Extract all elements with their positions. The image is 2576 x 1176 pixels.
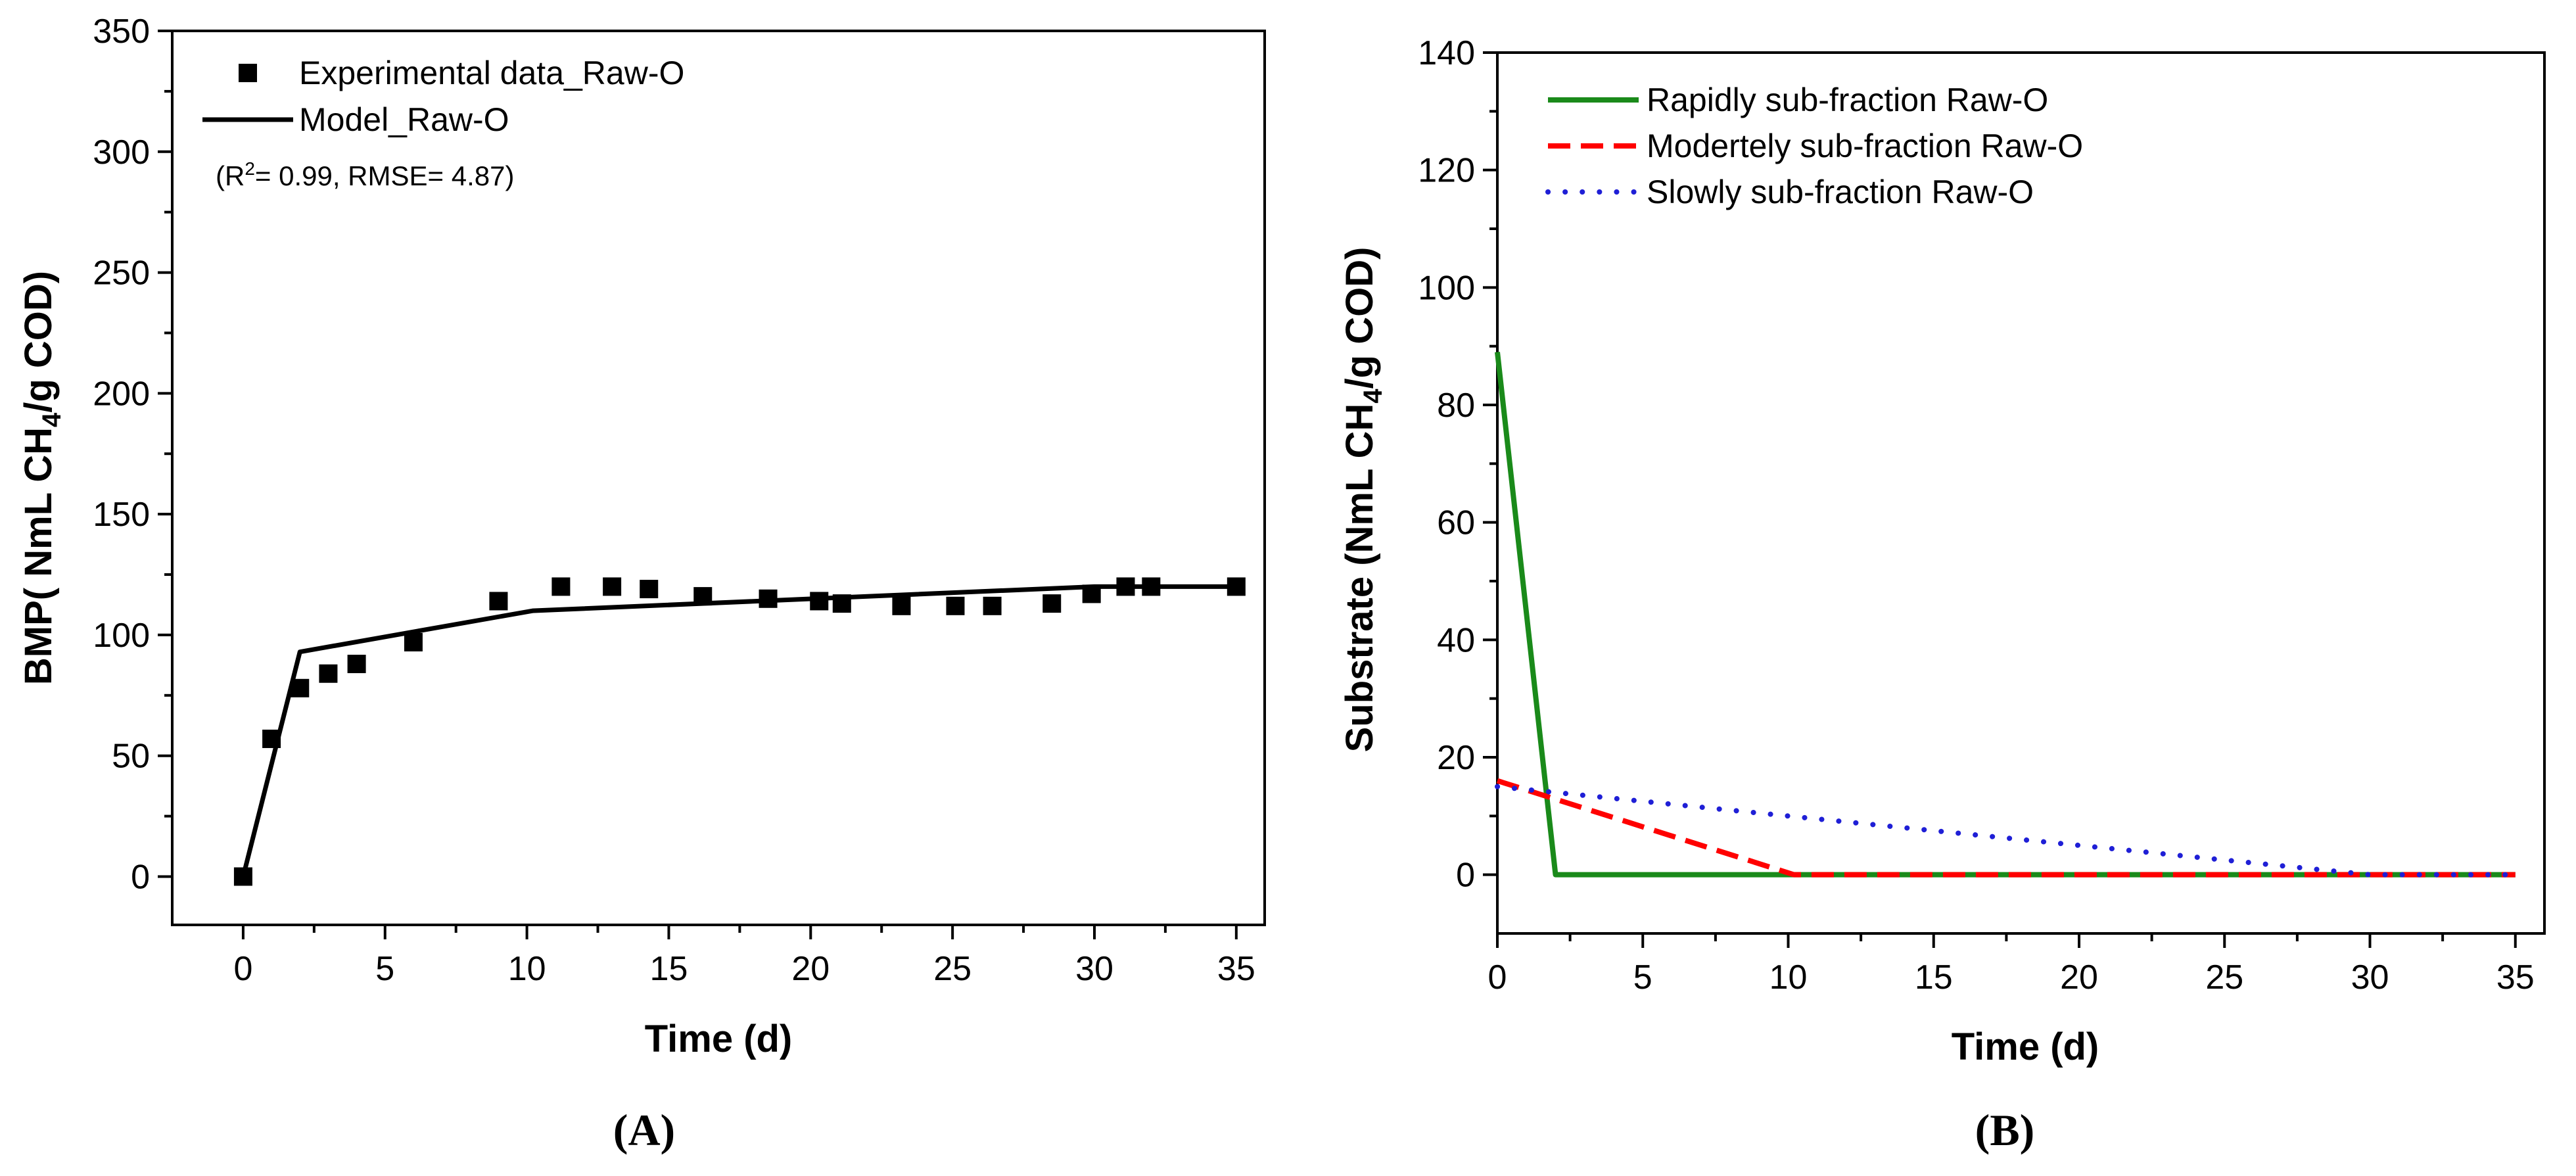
legend-a-marker-experimental [239, 64, 257, 82]
y-tick-label: 100 [1418, 269, 1475, 307]
legend-b-label-slowly: Slowly sub-fraction Raw-O [1647, 174, 2034, 210]
data-point-experimental [810, 592, 829, 611]
y-tick-label: 40 [1437, 621, 1475, 659]
data-point-experimental [404, 632, 423, 651]
x-tick-label: 10 [508, 950, 546, 988]
x-tick-label: 30 [1075, 950, 1113, 988]
data-point-experimental [640, 580, 659, 599]
chart-a-y-axis-label: BMP( NmL CH4/g COD) [17, 271, 66, 685]
data-point-experimental [603, 577, 622, 596]
data-point-experimental [319, 664, 338, 683]
x-tick-label: 20 [791, 950, 830, 988]
x-tick-label: 15 [1915, 958, 1953, 997]
x-tick-label: 30 [2351, 958, 2389, 997]
y-tick-label: 20 [1437, 739, 1475, 777]
chart-b-x-axis-label: Time (d) [1952, 1025, 2099, 1068]
chart-b-x-ticks: 0 5 10 15 20 25 30 35 [1488, 933, 2535, 997]
chart-b-y-axis-label: Substrate (NmL CH4/g COD) [1338, 247, 1388, 753]
data-point-experimental [983, 596, 1002, 615]
x-tick-label: 0 [1488, 958, 1507, 997]
x-tick-label: 15 [650, 950, 688, 988]
chart-b-legend: Rapidly sub-fraction Raw-O Modertely sub… [1545, 82, 2083, 210]
legend-b-label-moderately: Modertely sub-fraction Raw-O [1647, 128, 2083, 164]
panel-label-b: (B) [1975, 1105, 2035, 1155]
chart-b-series [1495, 352, 2518, 878]
y-tick-label: 50 [112, 738, 150, 776]
x-tick-label: 20 [2060, 958, 2098, 997]
panel-label-a: (A) [613, 1105, 675, 1155]
y-tick-label: 300 [93, 133, 150, 172]
data-point-experimental [1042, 594, 1062, 613]
chart-a-series [233, 577, 1246, 886]
y-tick-label: 0 [1456, 857, 1475, 895]
legend-a-label-model: Model_Raw-O [299, 101, 509, 138]
data-point-experimental [946, 596, 965, 615]
y-tick-label: 120 [1418, 152, 1475, 190]
y-tick-label: 200 [93, 375, 150, 413]
data-point-experimental [892, 596, 911, 615]
chart-a: 0 50 100 150 200 250 300 350 0 5 10 15 20 25 30 35 Exp… [17, 12, 1266, 1155]
series-line-model [241, 584, 1236, 878]
chart-a-legend: Experimental data_Raw-O Model_Raw-O [202, 55, 684, 138]
series-line-moderately [1496, 778, 2516, 878]
y-tick-label: 150 [93, 496, 150, 534]
chart-a-y-ticks: 0 50 100 150 200 250 300 350 [93, 12, 172, 896]
chart-b-plot-frame [1496, 51, 2546, 935]
x-tick-label: 5 [1633, 958, 1652, 997]
y-tick-label: 350 [93, 12, 150, 51]
y-tick-label: 0 [131, 858, 150, 896]
x-tick-label: 35 [2496, 958, 2535, 997]
chart-a-fit-annotation: (R2= 0.99, RMSE= 4.87) [216, 158, 514, 191]
y-tick-label: 60 [1437, 504, 1475, 542]
series-line-rapidly [1495, 352, 2516, 878]
y-tick-label: 250 [93, 254, 150, 293]
legend-a-label-experimental: Experimental data_Raw-O [299, 55, 684, 91]
x-tick-label: 35 [1217, 950, 1255, 988]
x-tick-label: 5 [375, 950, 394, 988]
chart-a-x-axis-label: Time (d) [645, 1018, 793, 1060]
y-tick-label: 80 [1437, 387, 1475, 425]
chart-a-x-ticks: 0 5 10 15 20 25 30 35 [233, 925, 1255, 988]
y-tick-label: 100 [93, 617, 150, 655]
x-tick-label: 0 [233, 950, 252, 988]
chart-b-y-ticks: 0 20 40 60 80 100 120 140 [1418, 34, 1497, 895]
x-tick-label: 25 [2205, 958, 2243, 997]
chart-a-plot-frame [171, 30, 1266, 926]
data-point-experimental [489, 592, 508, 611]
legend-b-label-rapidly: Rapidly sub-fraction Raw-O [1647, 82, 2048, 118]
chart-b: 0 20 40 60 80 100 120 140 0 5 10 15 20 25 30 35 Rapidl… [1338, 34, 2546, 1155]
data-point-experimental [347, 655, 366, 674]
data-point-experimental [551, 577, 571, 596]
x-tick-label: 25 [933, 950, 972, 988]
x-tick-label: 10 [1769, 958, 1808, 997]
y-tick-label: 140 [1418, 34, 1475, 72]
series-line-slowly [1495, 784, 2518, 878]
